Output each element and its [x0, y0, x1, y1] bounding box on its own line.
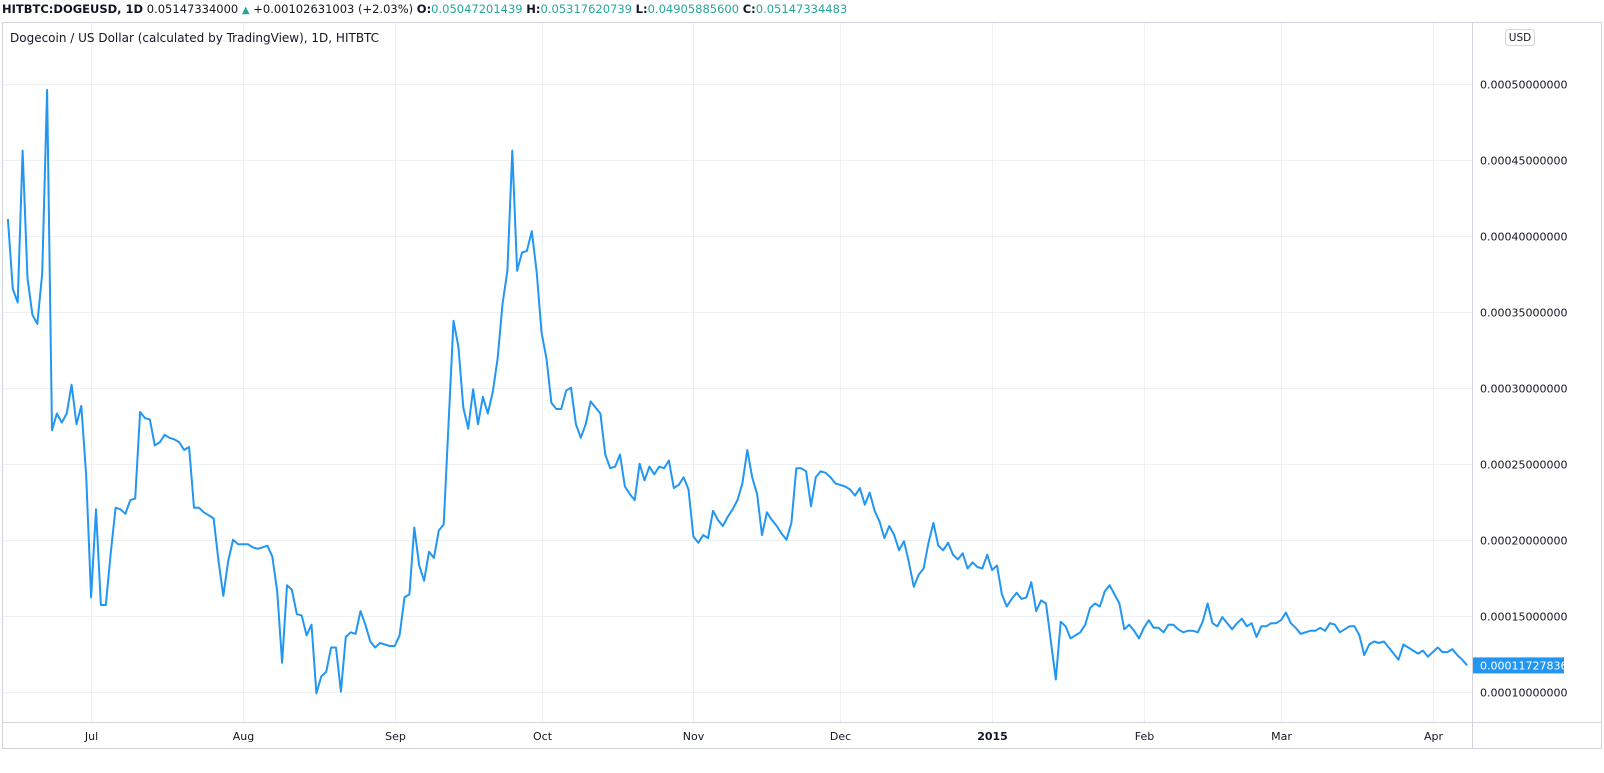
time-axis[interactable]: Jul Aug Sep Oct Nov Dec 2015 Feb Mar Apr: [84, 730, 1444, 743]
y-tick-label: 0.00020000000: [1480, 535, 1567, 548]
x-tick-label: Jul: [84, 730, 98, 743]
y-tick-label: 0.00010000000: [1480, 687, 1567, 700]
y-tick-label: 0.00045000000: [1480, 155, 1567, 168]
x-tick-label: 2015: [977, 730, 1008, 743]
high-value: 0.05317620739: [540, 2, 632, 16]
y-tick-label: 0.00050000000: [1480, 79, 1567, 92]
price-line: [6, 88, 1468, 695]
x-tick-label: Aug: [233, 730, 254, 743]
open-label: O:: [416, 2, 432, 16]
grid-lines: [3, 23, 1472, 722]
x-tick-label: Feb: [1135, 730, 1154, 743]
y-tick-label: 0.00015000000: [1480, 611, 1567, 624]
price-change: +0.00102631003 (+2.03%): [253, 2, 414, 16]
chart-frame[interactable]: [2, 22, 1602, 749]
symbol-info-bar: HITBTC:DOGEUSD, 1D 0.05147334000 ▲ +0.00…: [0, 0, 1604, 20]
x-tick-label: Dec: [830, 730, 851, 743]
x-tick-label: Sep: [385, 730, 406, 743]
low-value: 0.04905885600: [647, 2, 740, 16]
y-tick-label: 0.00030000000: [1480, 383, 1567, 396]
high-label: H:: [526, 2, 541, 16]
y-tick-label: 0.00025000000: [1480, 459, 1567, 472]
chart-title: Dogecoin / US Dollar (calculated by Trad…: [10, 31, 379, 45]
price-label-background: [1473, 657, 1564, 674]
price-axis[interactable]: 0.00010000000 0.00015000000 0.00020000000 0…: [1480, 79, 1567, 700]
currency-label: USD: [1509, 32, 1531, 44]
series-layer: [6, 88, 1468, 695]
currency-button[interactable]: USD: [1505, 29, 1535, 46]
symbol-name[interactable]: HITBTC:DOGEUSD, 1D: [2, 2, 144, 16]
close-value: 0.05147334483: [755, 2, 848, 16]
price-label-badge: 0.00011727836: [1473, 657, 1567, 674]
last-price: 0.05147334000: [146, 2, 239, 16]
y-tick-label: 0.00040000000: [1480, 231, 1567, 244]
x-tick-label: Oct: [533, 730, 553, 743]
x-tick-label: Mar: [1271, 730, 1292, 743]
x-tick-label: Nov: [683, 730, 705, 743]
close-label: C:: [742, 2, 756, 16]
price-label-text: 0.00011727836: [1480, 659, 1567, 672]
y-tick-label: 0.00035000000: [1480, 307, 1567, 320]
up-arrow-icon: ▲: [241, 5, 250, 16]
open-value: 0.05047201439: [431, 2, 523, 16]
low-label: L:: [635, 2, 648, 16]
x-tick-label: Apr: [1424, 730, 1444, 743]
